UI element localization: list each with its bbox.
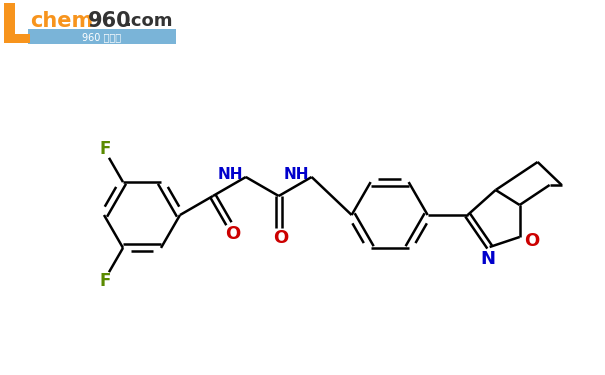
FancyBboxPatch shape — [28, 29, 176, 44]
Text: O: O — [273, 229, 289, 247]
Text: 960 化工网: 960 化工网 — [82, 32, 122, 42]
Text: 960: 960 — [88, 11, 132, 31]
Text: F: F — [99, 140, 111, 158]
Text: chem: chem — [30, 11, 93, 31]
Text: O: O — [524, 232, 539, 250]
Text: .com: .com — [124, 12, 172, 30]
FancyBboxPatch shape — [4, 3, 15, 41]
Text: F: F — [99, 272, 111, 290]
Text: NH: NH — [283, 167, 309, 182]
Text: N: N — [480, 250, 495, 268]
Text: NH: NH — [218, 167, 243, 182]
Text: O: O — [225, 225, 241, 243]
FancyBboxPatch shape — [4, 34, 30, 43]
